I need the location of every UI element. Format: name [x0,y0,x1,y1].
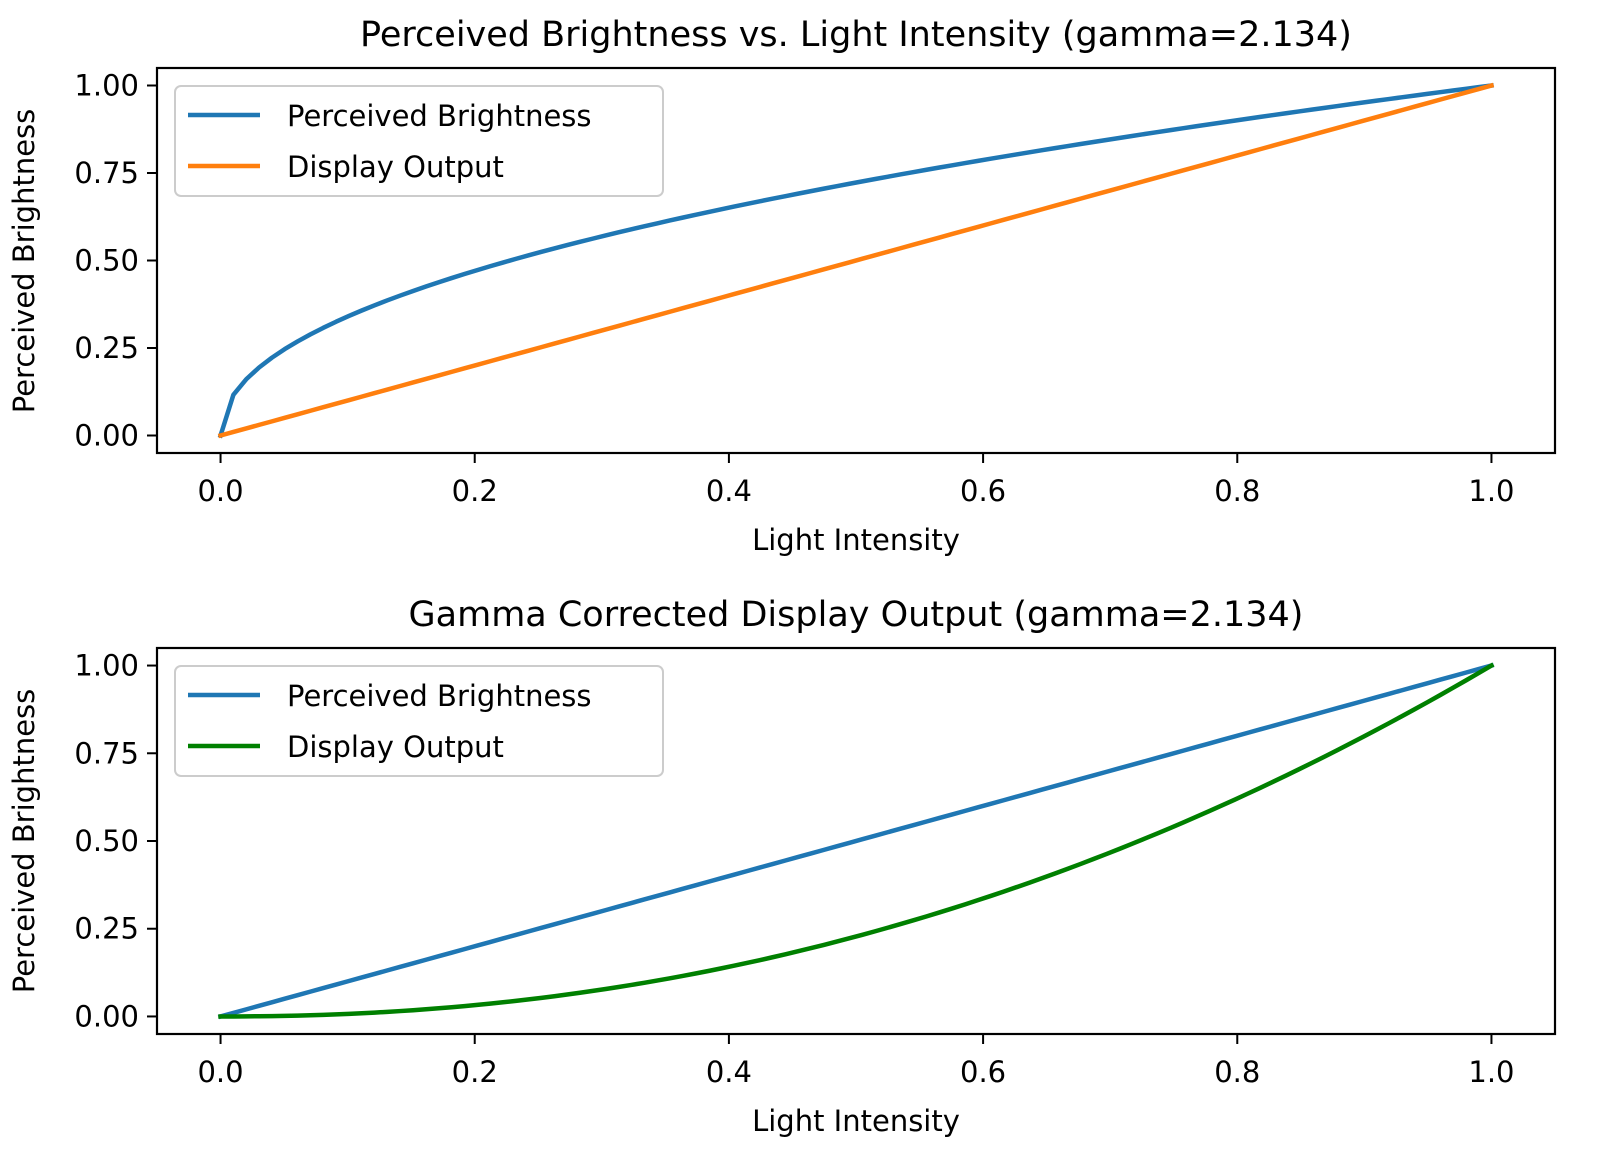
y-axis-label: Perceived Brightness [7,689,41,994]
x-tick-label: 0.4 [706,474,752,508]
legend-label: Display Output [287,730,504,764]
subplot-1: Perceived Brightness vs. Light Intensity… [7,15,1557,557]
y-tick-label: 0.00 [74,999,139,1033]
x-axis-label: Light Intensity [752,1104,960,1138]
legend-label: Perceived Brightness [287,99,592,133]
legend-label: Perceived Brightness [287,679,592,713]
x-tick-label: 0.8 [1214,474,1260,508]
y-tick-label: 0.75 [74,156,139,190]
legend-box [174,85,664,197]
chart-title: Gamma Corrected Display Output (gamma=2.… [409,595,1304,635]
x-tick-label: 0.6 [960,1055,1006,1089]
x-tick-label: 0.2 [452,1055,498,1089]
x-axis-label: Light Intensity [752,523,960,557]
series-line-display-output [218,662,1495,1019]
legend-box [174,665,664,777]
y-tick-label: 0.25 [74,331,139,365]
x-tick-label: 0.6 [960,474,1006,508]
series-line-perceived-brightness [217,82,1494,439]
legend: Perceived Brightness Display Output [174,665,664,777]
x-tick-label: 0.8 [1214,1055,1260,1089]
x-tick-label: 1.0 [1468,1055,1514,1089]
y-tick-label: 1.00 [74,69,139,103]
y-tick-label: 1.00 [74,649,139,683]
y-tick-label: 0.75 [74,736,139,770]
legend: Perceived Brightness Display Output [174,85,664,197]
x-tick-label: 0.0 [197,1055,243,1089]
y-tick-label: 0.00 [74,419,139,453]
x-tick-label: 1.0 [1468,474,1514,508]
x-tick-label: 0.0 [197,474,243,508]
y-tick-label: 0.25 [74,912,139,946]
legend-label: Display Output [287,150,504,184]
x-tick-label: 0.4 [706,1055,752,1089]
subplot-2: Gamma Corrected Display Output (gamma=2.… [7,595,1557,1138]
y-tick-label: 0.50 [74,244,139,278]
y-axis-label: Perceived Brightness [7,109,41,414]
y-tick-label: 0.50 [74,824,139,858]
chart-title: Perceived Brightness vs. Light Intensity… [360,15,1352,55]
series-line-display-output [217,82,1495,439]
x-tick-label: 0.2 [452,474,498,508]
series-line-perceived-brightness [217,662,1495,1020]
